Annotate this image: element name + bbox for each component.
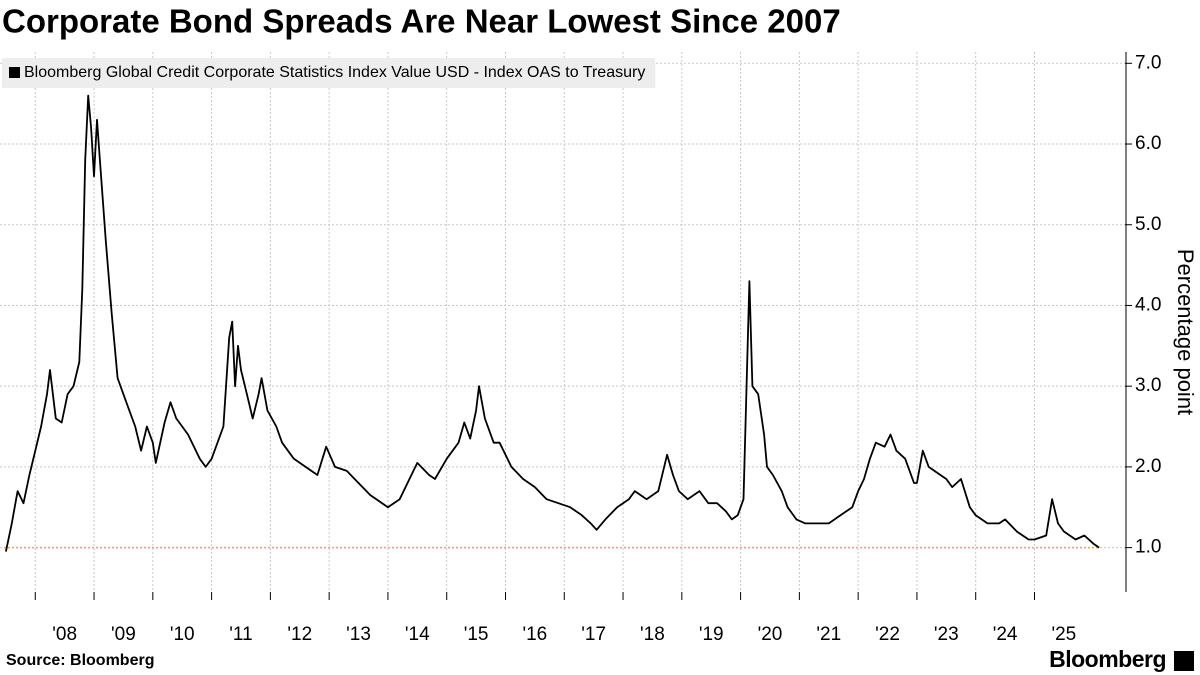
x-tick-label: '16	[522, 624, 547, 645]
y-tick-label: 5.0	[1135, 214, 1161, 235]
x-tick-label: '12	[287, 624, 312, 645]
y-tick-label: 2.0	[1135, 456, 1161, 477]
line	[5, 94, 1100, 552]
x-tick-label: '14	[405, 624, 430, 645]
legend-swatch	[9, 67, 20, 78]
x-tick-label: '24	[993, 624, 1018, 645]
chart-title: Corporate Bond Spreads Are Near Lowest S…	[2, 3, 841, 40]
x-tick-label: '13	[346, 624, 371, 645]
y-tick-label: 6.0	[1135, 133, 1161, 154]
y-tick-label: 4.0	[1135, 294, 1161, 315]
x-tick-label: '17	[581, 624, 606, 645]
y-tick-label: 3.0	[1135, 375, 1161, 396]
legend-box	[2, 58, 656, 88]
x-tick-label: '08	[52, 624, 77, 645]
legend-label: Bloomberg Global Credit Corporate Statis…	[24, 64, 645, 81]
x-tick-label: '10	[170, 624, 195, 645]
x-tick-label: '23	[934, 624, 959, 645]
x-tick-label: '22	[875, 624, 900, 645]
y-tick-label: 7.0	[1135, 52, 1161, 73]
x-tick-label: '21	[816, 624, 841, 645]
x-tick-label: '09	[111, 624, 136, 645]
y-tick-label: 1.0	[1135, 537, 1161, 558]
x-tick-label: '25	[1051, 624, 1076, 645]
x-tick-label: '20	[758, 624, 783, 645]
x-tick-label: '19	[699, 624, 724, 645]
brand-icon	[1174, 651, 1194, 671]
x-tick-label: '18	[640, 624, 665, 645]
y-axis-label: Percentage point	[1173, 249, 1198, 415]
brand: Bloomberg	[1049, 646, 1166, 672]
source: Source: Bloomberg	[6, 652, 154, 669]
x-tick-label: '11	[229, 624, 252, 645]
x-tick-label: '15	[464, 624, 489, 645]
legend: Bloomberg Global Credit Corporate Statis…	[2, 58, 656, 88]
